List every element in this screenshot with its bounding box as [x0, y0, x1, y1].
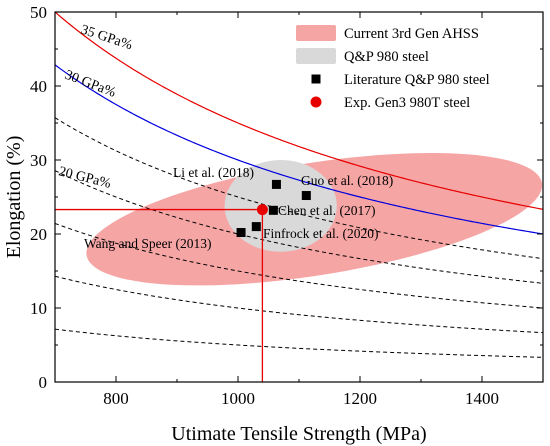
y-tick-label: 20 — [30, 225, 47, 244]
iso-curve-1 — [55, 64, 543, 235]
legend-swatch-1 — [296, 48, 336, 64]
x-tick-label: 1000 — [221, 389, 255, 408]
iso-curve-0 — [55, 12, 543, 210]
legend: Current 3rd Gen AHSS Q&P 980 steel Literat… — [296, 25, 490, 111]
iso-product-curves — [55, 12, 543, 358]
y-tick-label: 40 — [30, 77, 47, 96]
x-axis-title: Utimate Tensile Strength (MPa) — [171, 423, 426, 445]
legend-swatch-0 — [296, 25, 336, 41]
iso-curve-4 — [55, 222, 543, 309]
point-label-2: Chen et al. (2017) — [278, 203, 375, 218]
x-tick-label: 1200 — [343, 389, 377, 408]
point-0-0 — [271, 179, 281, 189]
data-points — [236, 179, 311, 238]
point-label-4: Wang and Speer (2013) — [84, 236, 212, 251]
legend-label-2: Literature Q&P 980 steel — [344, 72, 490, 88]
legend-swatch-3 — [310, 96, 322, 108]
legend-swatch-2 — [311, 74, 321, 84]
legend-label-0: Current 3rd Gen AHSS — [344, 26, 479, 42]
point-label-1: Guo et al. (2018) — [301, 173, 393, 188]
point-0-3 — [251, 222, 261, 232]
iso-curve-5 — [55, 275, 543, 334]
point-0-4 — [236, 228, 246, 238]
point-0-1 — [301, 191, 311, 201]
legend-label-3: Exp. Gen3 980T steel — [344, 95, 470, 111]
curve-label-1: 30 GPa% — [63, 68, 118, 101]
x-tick-label: 800 — [103, 389, 129, 408]
y-tick-label: 50 — [30, 3, 47, 22]
y-axis-title: Elongation (%) — [3, 136, 25, 259]
iso-curve-2 — [55, 170, 543, 284]
curve-label-0: 35 GPa% — [79, 23, 135, 54]
iso-curve-3 — [55, 117, 543, 260]
iso-curve-6 — [55, 328, 543, 358]
point-1-0 — [256, 204, 268, 216]
y-tick-label: 10 — [30, 299, 47, 318]
point-0-2 — [268, 205, 278, 215]
y-tick-label: 30 — [30, 151, 47, 170]
y-tick-label: 0 — [39, 373, 48, 392]
reference-lines — [55, 208, 264, 382]
legend-label-1: Q&P 980 steel — [344, 49, 429, 65]
x-tick-label: 1400 — [465, 389, 499, 408]
curve-label-2: 20 GPa% — [57, 164, 113, 192]
point-label-3: Finfrock et al. (2020) — [263, 226, 378, 241]
axes: 800 1000 1200 1400 0 10 20 30 40 50 Utimate Tensil… — [3, 3, 544, 445]
point-label-0: Li et al. (2018) — [173, 165, 254, 180]
